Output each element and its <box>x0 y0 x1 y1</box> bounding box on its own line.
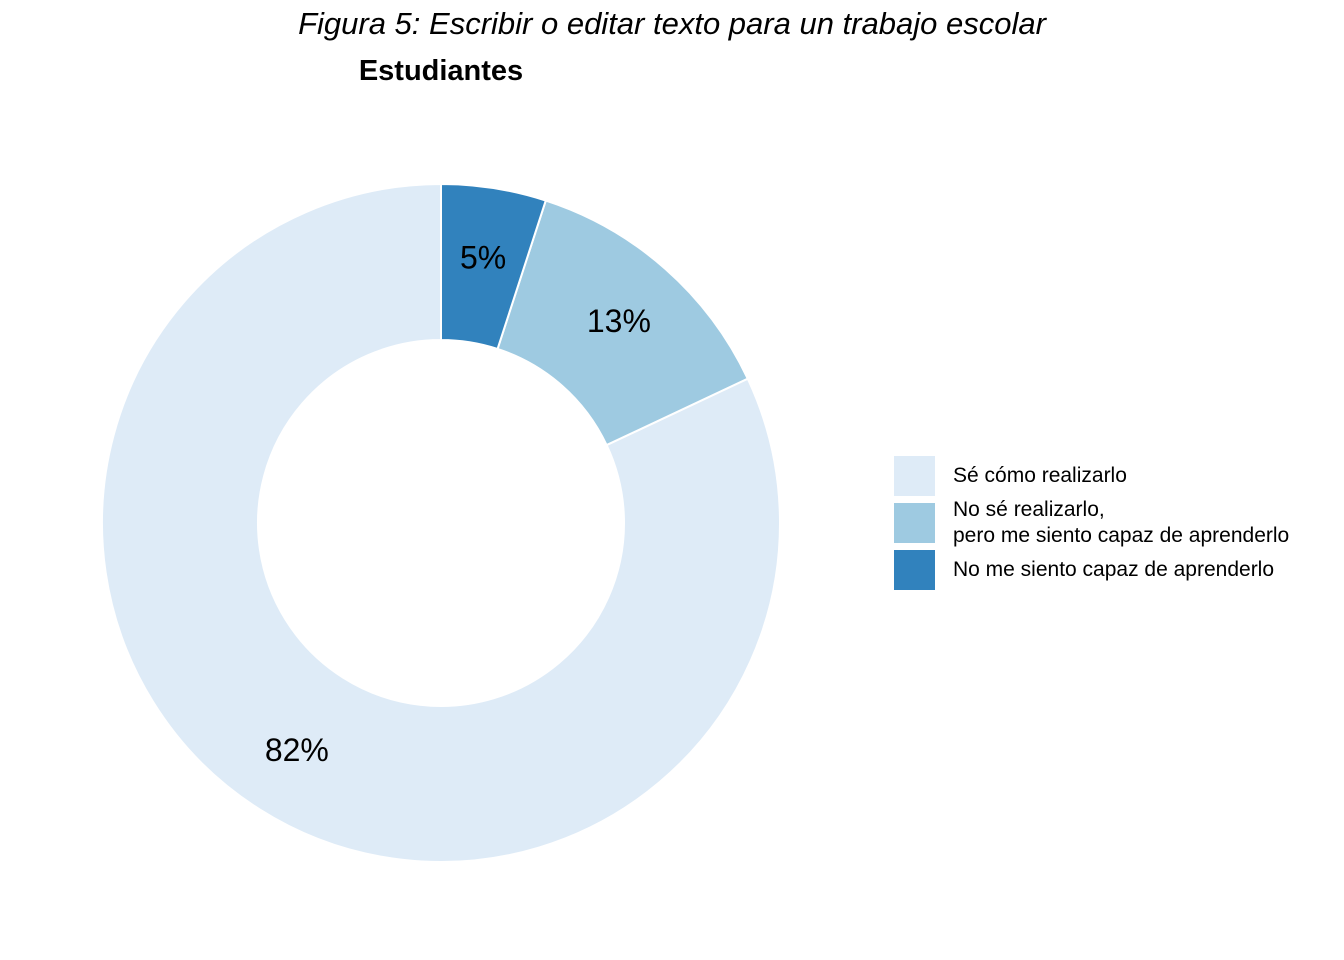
legend-label: No me siento capaz de aprenderlo <box>953 558 1275 581</box>
donut-slice <box>496 199 750 447</box>
legend-label: No sé realizarlo, pero me siento capaz d… <box>953 498 1290 547</box>
slice-value-label: 82% <box>265 732 329 768</box>
legend-swatch <box>894 503 935 543</box>
donut-slice <box>101 182 781 863</box>
chart-title: Estudiantes <box>358 55 524 87</box>
legend-swatch <box>894 550 935 590</box>
donut-chart: 82% 13% 5% <box>101 182 781 863</box>
legend-label: Sé cómo realizarlo <box>953 464 1127 487</box>
slice-value-label: 5% <box>460 239 506 275</box>
donut-slice <box>440 182 548 351</box>
legend-item-se-como-realizarlo: Sé cómo realizarlo <box>894 456 1334 496</box>
legend-swatch <box>894 456 935 496</box>
legend-item-no-me-siento-capaz: No me siento capaz de aprenderlo <box>894 550 1334 590</box>
legend-item-no-se-realizarlo: No sé realizarlo, pero me siento capaz d… <box>894 498 1334 547</box>
slice-value-label: 13% <box>587 303 651 339</box>
legend: Sé cómo realizarlo No sé realizarlo, per… <box>894 456 1334 597</box>
figure-title: Figura 5: Escribir o editar texto para u… <box>298 6 1046 41</box>
